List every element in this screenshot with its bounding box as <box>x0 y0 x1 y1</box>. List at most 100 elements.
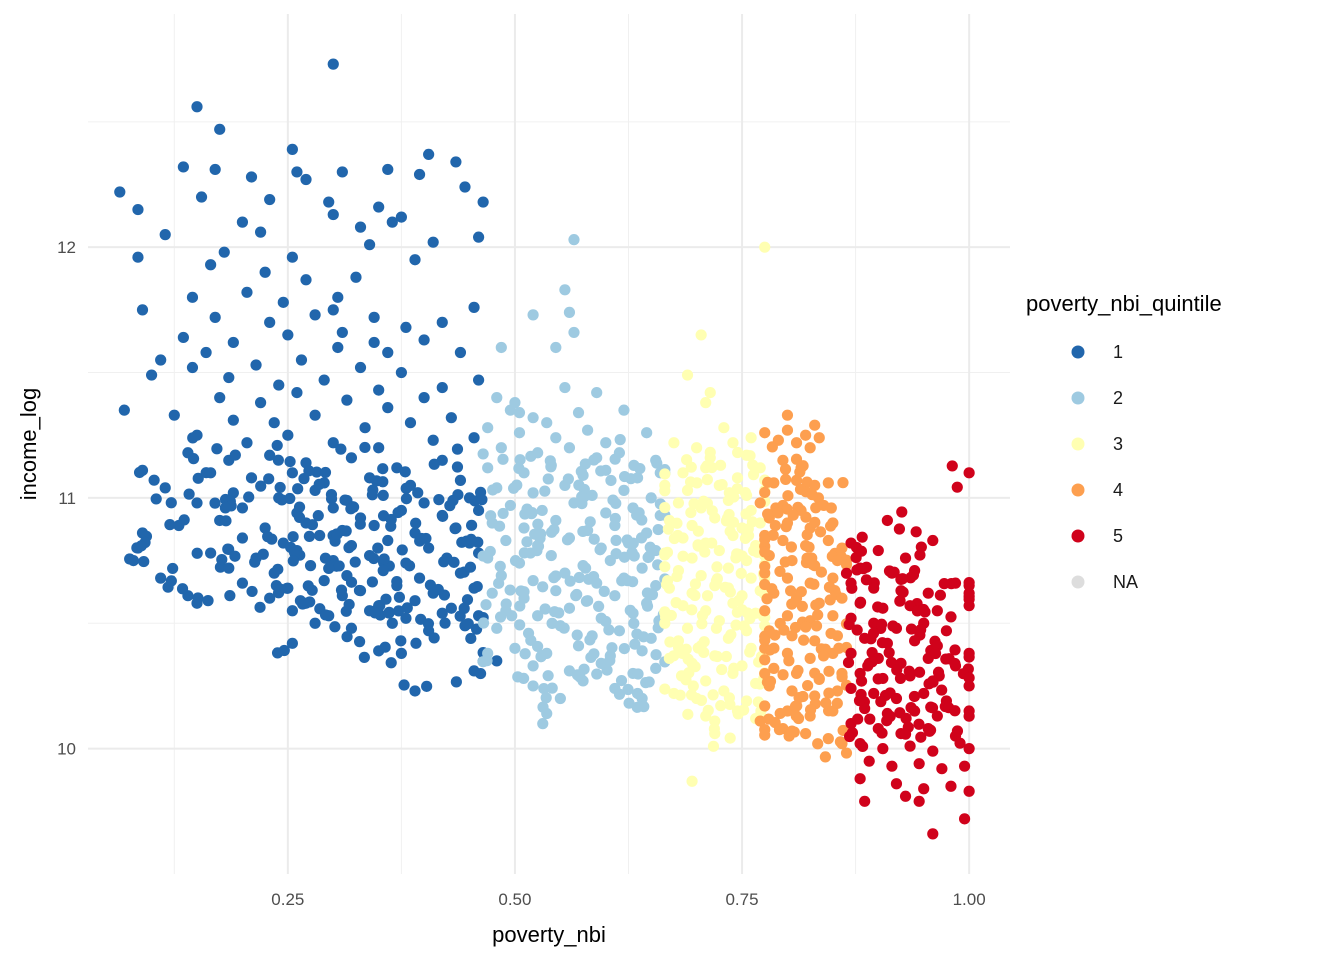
scatter-point <box>936 763 948 775</box>
scatter-point <box>480 599 492 611</box>
scatter-point <box>745 432 757 444</box>
scatter-point <box>558 622 570 634</box>
scatter-point <box>781 409 794 421</box>
scatter-point <box>846 582 858 594</box>
scatter-point <box>627 537 639 549</box>
scatter-point <box>349 556 361 568</box>
scatter-point <box>794 466 806 478</box>
scatter-point <box>504 404 516 416</box>
scatter-point <box>274 481 286 494</box>
scatter-point <box>223 371 235 384</box>
scatter-point <box>272 563 284 575</box>
scatter-point <box>809 516 821 528</box>
scatter-point <box>634 462 646 475</box>
scatter-point <box>831 554 844 567</box>
scatter-point <box>514 600 526 612</box>
scatter-point <box>754 497 766 509</box>
scatter-point <box>287 531 299 543</box>
scatter-point <box>855 545 868 557</box>
scatter-point <box>958 813 971 825</box>
scatter-point <box>904 670 916 682</box>
scatter-point <box>286 143 298 155</box>
scatter-point <box>521 536 533 548</box>
scatter-point <box>940 625 953 637</box>
scatter-point <box>481 655 493 667</box>
scatter-point <box>209 311 221 323</box>
scatter-point <box>366 489 378 501</box>
scatter-point <box>809 635 821 647</box>
scatter-point <box>724 525 736 537</box>
scatter-point <box>872 673 884 685</box>
scatter-point <box>358 651 370 663</box>
scatter-point <box>781 424 794 436</box>
scatter-point <box>577 492 589 504</box>
scatter-point <box>588 454 600 466</box>
scatter-point <box>159 229 171 241</box>
scatter-point <box>191 597 203 609</box>
scatter-point <box>618 642 630 655</box>
scatter-point <box>764 644 776 656</box>
scatter-point <box>192 472 204 484</box>
scatter-point <box>259 266 271 278</box>
scatter-point <box>400 493 413 505</box>
scatter-point <box>309 409 321 421</box>
scatter-point <box>537 718 549 730</box>
scatter-point <box>777 534 789 547</box>
scatter-point <box>525 450 537 462</box>
scatter-point <box>800 429 812 441</box>
scatter-point <box>271 439 283 452</box>
scatter-point <box>291 387 303 399</box>
scatter-point <box>243 491 255 503</box>
scatter-point <box>436 381 448 394</box>
scatter-point <box>325 493 338 505</box>
scatter-point <box>896 506 908 518</box>
scatter-point <box>418 392 430 404</box>
scatter-point <box>268 417 280 429</box>
scatter-point <box>412 487 424 499</box>
scatter-point <box>354 518 366 530</box>
scatter-point <box>700 675 712 687</box>
scatter-point <box>689 589 701 602</box>
scatter-point <box>277 296 289 308</box>
scatter-point <box>398 679 410 691</box>
scatter-point <box>432 583 444 596</box>
scatter-point <box>724 732 736 744</box>
scatter-point <box>220 515 232 527</box>
legend-key <box>1071 529 1085 543</box>
scatter-point <box>934 589 946 601</box>
scatter-point <box>913 718 925 730</box>
scatter-point <box>527 309 539 321</box>
scatter-point <box>559 567 571 579</box>
scatter-point <box>685 461 697 473</box>
scatter-point <box>659 502 671 514</box>
scatter-point <box>761 593 773 605</box>
scatter-point <box>428 458 440 470</box>
scatter-point <box>843 618 855 631</box>
scatter-point <box>728 662 740 674</box>
legend-key <box>1071 345 1085 359</box>
scatter-point <box>722 562 735 574</box>
scatter-point <box>854 597 866 609</box>
scatter-point <box>706 505 718 517</box>
scatter-point <box>527 487 539 499</box>
scatter-point <box>846 727 859 739</box>
scatter-point <box>395 647 407 659</box>
scatter-point <box>418 497 430 509</box>
scatter-point <box>451 461 464 473</box>
scatter-point <box>525 508 538 520</box>
scatter-point <box>410 637 422 649</box>
scatter-point <box>924 724 937 736</box>
scatter-point <box>583 573 595 585</box>
scatter-point <box>801 529 813 541</box>
scatter-point <box>593 600 605 613</box>
scatter-point <box>802 679 814 692</box>
scatter-point <box>618 484 630 496</box>
scatter-point <box>615 674 628 687</box>
scatter-point <box>579 458 591 470</box>
scatter-point <box>527 660 539 672</box>
scatter-point <box>868 687 880 700</box>
scatter-point <box>616 575 628 587</box>
scatter-point <box>686 775 698 787</box>
scatter-point <box>769 629 781 641</box>
scatter-point <box>219 502 231 514</box>
